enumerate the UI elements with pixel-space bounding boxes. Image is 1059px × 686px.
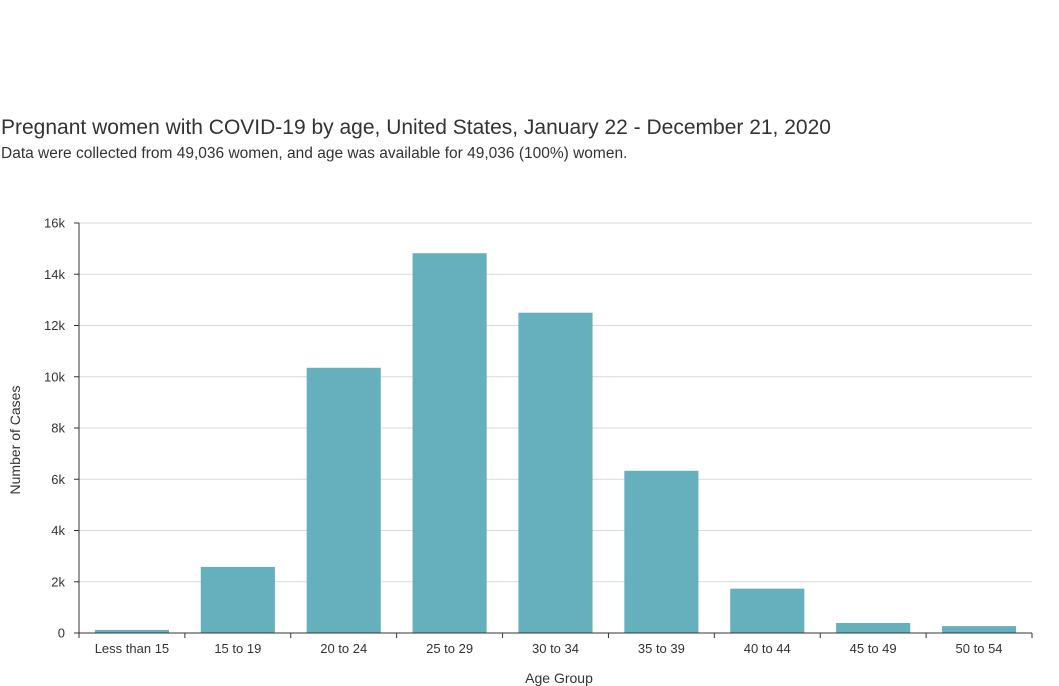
bar[interactable] [624, 470, 699, 633]
y-axis-title: Number of Cases [7, 386, 23, 495]
y-tick-label: 10k [44, 369, 65, 384]
y-tick-label: 6k [51, 472, 65, 487]
x-tick-label: 50 to 54 [956, 641, 1003, 656]
x-tick-label: 20 to 24 [320, 641, 367, 656]
chart-title: Pregnant women with COVID-19 by age, Uni… [1, 116, 831, 139]
bar[interactable] [730, 588, 805, 633]
x-tick-label: 35 to 39 [638, 641, 685, 656]
bar[interactable] [836, 623, 911, 633]
bar[interactable] [518, 312, 593, 633]
y-tick-label: 2k [51, 574, 65, 589]
bar[interactable] [941, 626, 1017, 633]
bar[interactable] [200, 566, 275, 633]
x-ticks: Less than 15 15 to 19 20 to 24 25 to 29 30 t… [78, 633, 1033, 656]
x-tick-label: 30 to 34 [532, 641, 579, 656]
x-tick-label: Less than 15 [95, 641, 169, 656]
x-tick-label: 45 to 49 [850, 641, 897, 656]
bar[interactable] [412, 253, 487, 634]
bar[interactable] [306, 367, 381, 633]
x-tick-label: 40 to 44 [744, 641, 791, 656]
y-tick-label: 14k [44, 267, 65, 282]
chart-subtitle: Data were collected from 49,036 women, a… [1, 145, 628, 162]
x-axis-title: Age Group [525, 670, 593, 686]
y-tick-label: 16k [44, 216, 65, 231]
y-tick-label: 4k [51, 523, 65, 538]
x-tick-label: 15 to 19 [214, 641, 261, 656]
x-tick-label: 25 to 29 [426, 641, 473, 656]
y-ticks: 0 2k 4k 6k 8k 10k 12k 14k 16k [44, 216, 79, 641]
gridlines [79, 222, 1032, 583]
y-tick-label: 0 [58, 626, 65, 641]
bars [94, 253, 1017, 634]
y-tick-label: 8k [51, 421, 65, 436]
y-tick-label: 12k [44, 318, 65, 333]
bar[interactable] [94, 629, 170, 633]
